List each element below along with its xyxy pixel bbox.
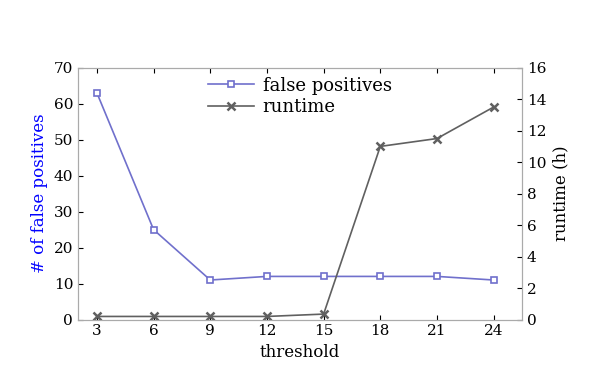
false positives	[320, 274, 327, 279]
runtime	[377, 144, 384, 149]
runtime	[320, 312, 327, 316]
false positives	[263, 274, 271, 279]
Y-axis label: runtime (h): runtime (h)	[552, 146, 569, 241]
false positives	[150, 227, 157, 232]
X-axis label: threshold: threshold	[260, 344, 340, 361]
false positives	[433, 274, 440, 279]
runtime	[150, 314, 157, 319]
false positives	[206, 278, 214, 282]
runtime	[490, 105, 497, 109]
false positives	[377, 274, 384, 279]
runtime	[206, 314, 214, 319]
runtime	[93, 314, 100, 319]
runtime	[263, 314, 271, 319]
Line: runtime: runtime	[93, 103, 498, 321]
Legend: false positives, runtime: false positives, runtime	[208, 77, 392, 116]
runtime	[433, 136, 440, 141]
false positives	[490, 278, 497, 282]
Y-axis label: # of false positives: # of false positives	[31, 114, 48, 273]
Line: false positives: false positives	[94, 89, 497, 284]
false positives	[93, 91, 100, 95]
